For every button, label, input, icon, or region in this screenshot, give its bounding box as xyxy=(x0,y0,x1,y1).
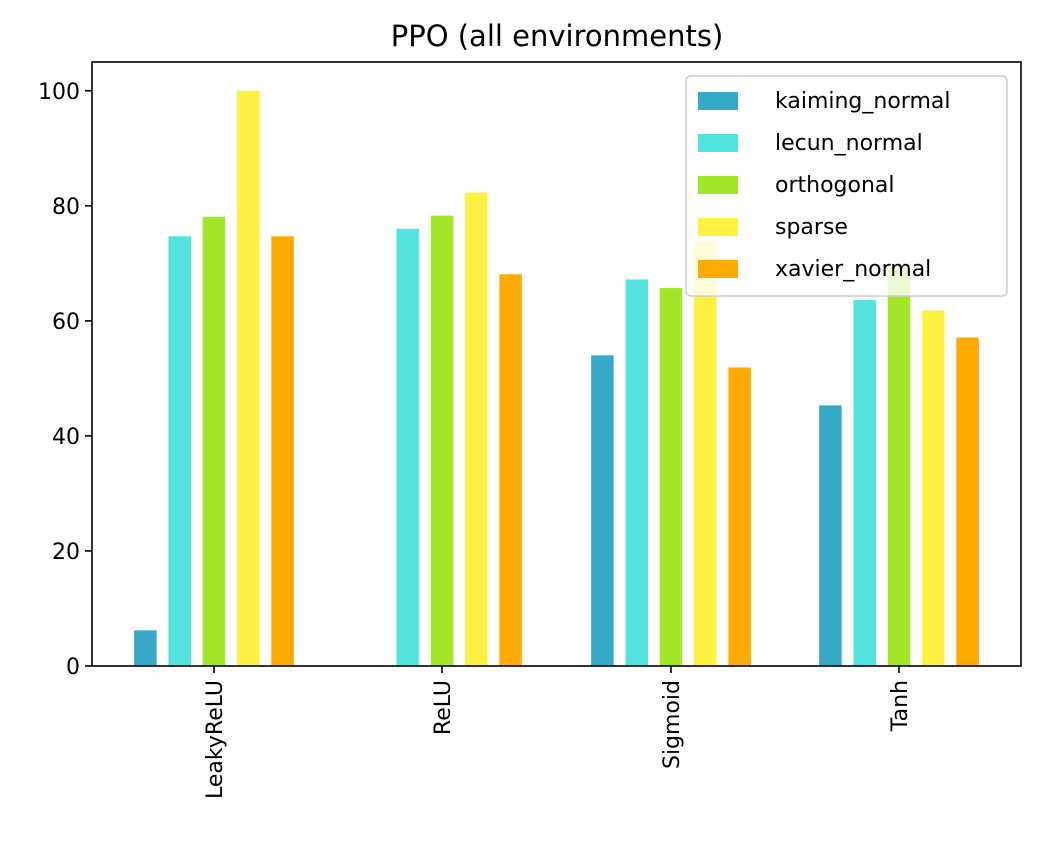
bar-sigmoid-lecun-normal xyxy=(625,279,648,666)
y-tick-label: 60 xyxy=(52,310,80,335)
bar-leakyrelu-orthogonal xyxy=(202,216,226,667)
legend-label-orthogonal: orthogonal xyxy=(775,173,895,198)
y-tick-label: 80 xyxy=(52,195,80,220)
x-tick-label-sigmoid: Sigmoid xyxy=(660,680,685,769)
legend-swatch-xavier-normal xyxy=(698,260,738,278)
legend-box xyxy=(685,75,1008,297)
bar-sigmoid-sparse xyxy=(694,240,717,666)
bar-sigmoid-orthogonal xyxy=(659,288,683,666)
bar-relu-sparse xyxy=(465,192,488,666)
bar-relu-orthogonal xyxy=(430,215,454,666)
y-tick-label: 20 xyxy=(52,540,80,565)
bar-tanh-xavier-normal xyxy=(956,337,979,666)
legend: kaiming_normal lecun_normal orthogonal spar… xyxy=(685,75,1008,297)
legend-swatch-orthogonal xyxy=(698,176,738,194)
bar-leakyrelu-kaiming-normal xyxy=(134,630,157,666)
x-tick-label-tanh: Tanh xyxy=(888,680,913,732)
bar-tanh-kaiming-normal xyxy=(819,405,842,666)
bar-sigmoid-kaiming-normal xyxy=(591,355,614,666)
chart-title: PPO (all environments) xyxy=(391,19,724,53)
legend-label-kaiming-normal: kaiming_normal xyxy=(775,89,950,114)
y-axis: 0 20 40 60 80 100 xyxy=(38,80,92,680)
y-tick-label: 40 xyxy=(52,425,80,450)
legend-swatch-sparse xyxy=(698,218,738,236)
y-tick-label: 100 xyxy=(38,80,80,105)
bar-leakyrelu-xavier-normal xyxy=(271,236,294,667)
bar-tanh-sparse xyxy=(922,310,945,666)
x-axis: LeakyReLU ReLU Sigmoid Tanh xyxy=(203,666,913,799)
y-tick-label: 0 xyxy=(66,655,80,680)
bar-sigmoid-xavier-normal xyxy=(728,367,751,666)
bars-group xyxy=(134,90,979,667)
legend-label-lecun-normal: lecun_normal xyxy=(775,131,923,156)
x-tick-label-relu: ReLU xyxy=(431,680,456,735)
bar-relu-xavier-normal xyxy=(499,274,522,666)
legend-swatch-kaiming-normal xyxy=(698,92,738,110)
bar-leakyrelu-lecun-normal xyxy=(168,236,191,667)
legend-swatch-lecun-normal xyxy=(698,134,738,152)
x-tick-label-leakyrelu: LeakyReLU xyxy=(203,680,228,799)
bar-tanh-orthogonal xyxy=(887,267,911,666)
legend-label-xavier-normal: xavier_normal xyxy=(775,257,931,282)
legend-label-sparse: sparse xyxy=(775,215,848,240)
bar-leakyrelu-sparse xyxy=(237,90,260,666)
plot-area-frame xyxy=(91,61,1022,667)
bar-tanh-lecun-normal xyxy=(853,300,876,666)
bar-relu-lecun-normal xyxy=(396,228,419,666)
